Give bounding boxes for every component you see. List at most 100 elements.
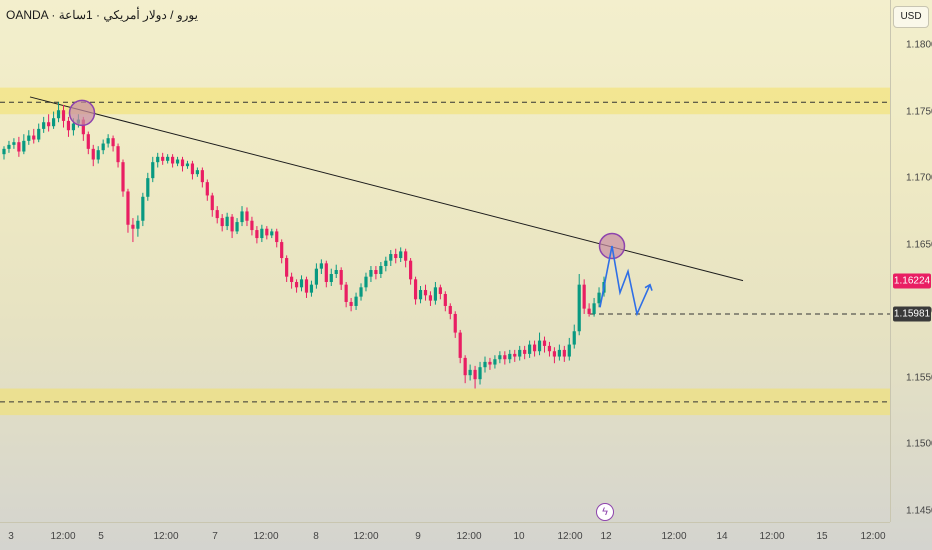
time-tick-label: 7 <box>212 531 218 542</box>
price-tick-label: 1.15000 <box>906 438 932 450</box>
candle-up <box>2 148 6 155</box>
price-chart[interactable] <box>0 0 890 522</box>
candle-down <box>81 119 85 135</box>
time-tick-label: 15 <box>816 531 828 542</box>
candle-up <box>399 251 403 259</box>
candle-up <box>572 331 576 345</box>
candle-up <box>418 289 423 300</box>
candle-up <box>364 276 368 288</box>
candle-up <box>240 211 244 223</box>
candle-down <box>275 231 279 243</box>
time-tick-label: 8 <box>313 531 319 542</box>
candle-up <box>175 159 180 164</box>
candle-down <box>265 228 269 236</box>
price-tick-label: 1.14500 <box>906 505 932 517</box>
candle-up <box>151 162 155 179</box>
candle-down <box>473 369 477 380</box>
candle-down <box>513 353 517 357</box>
candle-down <box>126 191 130 225</box>
time-tick-label: 3 <box>8 531 14 542</box>
projection-arrowhead <box>644 283 653 291</box>
candle-up <box>235 222 239 232</box>
candle-up <box>567 344 571 357</box>
candle-down <box>294 281 299 288</box>
candle-up <box>101 143 105 151</box>
time-tick-label: 9 <box>415 531 421 542</box>
candle-down <box>523 349 527 354</box>
candle-up <box>195 170 199 175</box>
candle-up <box>433 287 438 301</box>
candle-down <box>562 349 566 357</box>
candle-up <box>156 156 160 163</box>
candle-up <box>22 140 26 152</box>
time-axis[interactable] <box>0 522 890 550</box>
time-tick-label: 12:00 <box>860 531 886 542</box>
candle-down <box>582 284 586 309</box>
candle-down <box>552 351 557 357</box>
candle-up <box>334 270 338 275</box>
candle-up <box>354 296 358 306</box>
time-tick-label: 12:00 <box>353 531 379 542</box>
candle-down <box>404 251 408 261</box>
economic-event-icon[interactable]: ϟ <box>596 503 614 521</box>
time-tick-label: 10 <box>513 531 525 542</box>
candle-up <box>498 355 502 360</box>
candle-up <box>493 359 497 365</box>
projection-path <box>599 245 651 317</box>
candle-up <box>508 353 512 360</box>
candle-down <box>290 276 294 282</box>
time-tick-label: 12:00 <box>253 531 279 542</box>
candle-down <box>413 279 418 300</box>
candle-up <box>478 367 482 380</box>
candle-down <box>587 308 591 314</box>
price-tick-label: 1.16500 <box>906 239 932 251</box>
currency-button[interactable]: USD <box>893 6 929 28</box>
candle-up <box>56 110 61 119</box>
candle-up <box>7 144 11 149</box>
time-tick-label: 14 <box>716 531 728 542</box>
candle-up <box>389 254 393 261</box>
candle-up <box>329 274 333 282</box>
candle-down <box>547 345 552 352</box>
current-price-label: 1.16224 <box>893 273 931 289</box>
candle-down <box>488 361 492 365</box>
candle-up <box>319 263 323 269</box>
candle-up <box>528 344 532 354</box>
candle-down <box>47 122 51 127</box>
candle-down <box>121 162 125 192</box>
candle-down <box>448 305 452 314</box>
candle-down <box>161 156 165 161</box>
time-tick-label: 5 <box>98 531 104 542</box>
candle-down <box>17 142 21 152</box>
candle-up <box>592 303 596 314</box>
candle-down <box>250 220 254 231</box>
chart-title: OANDA · يورو / دولار أمريكي · 1ساعة <box>6 8 198 22</box>
time-tick-label: 12:00 <box>759 531 785 542</box>
candle-down <box>190 163 195 175</box>
time-tick-label: 12:00 <box>153 531 179 542</box>
price-tick-label: 1.17000 <box>906 172 932 184</box>
candle-up <box>369 270 373 277</box>
time-tick-label: 12:00 <box>557 531 583 542</box>
candle-up <box>27 135 31 141</box>
candle-up <box>51 118 56 127</box>
candle-down <box>542 340 547 346</box>
candle-down <box>428 295 433 301</box>
candle-up <box>106 138 110 144</box>
candle-up <box>136 220 140 229</box>
candle-down <box>230 216 234 232</box>
time-tick-label: 12:00 <box>661 531 687 542</box>
candle-up <box>37 128 41 140</box>
time-tick-label: 12:00 <box>50 531 76 542</box>
candle-up <box>141 196 145 221</box>
price-axis[interactable] <box>890 0 932 522</box>
candle-down <box>349 301 353 306</box>
candle-up <box>557 349 561 357</box>
candle-up <box>309 284 314 293</box>
candle-down <box>458 332 462 358</box>
candle-up <box>483 361 487 368</box>
candle-up <box>384 260 388 267</box>
candle-down <box>61 110 66 121</box>
candle-up <box>379 266 383 275</box>
candle-down <box>32 135 36 140</box>
